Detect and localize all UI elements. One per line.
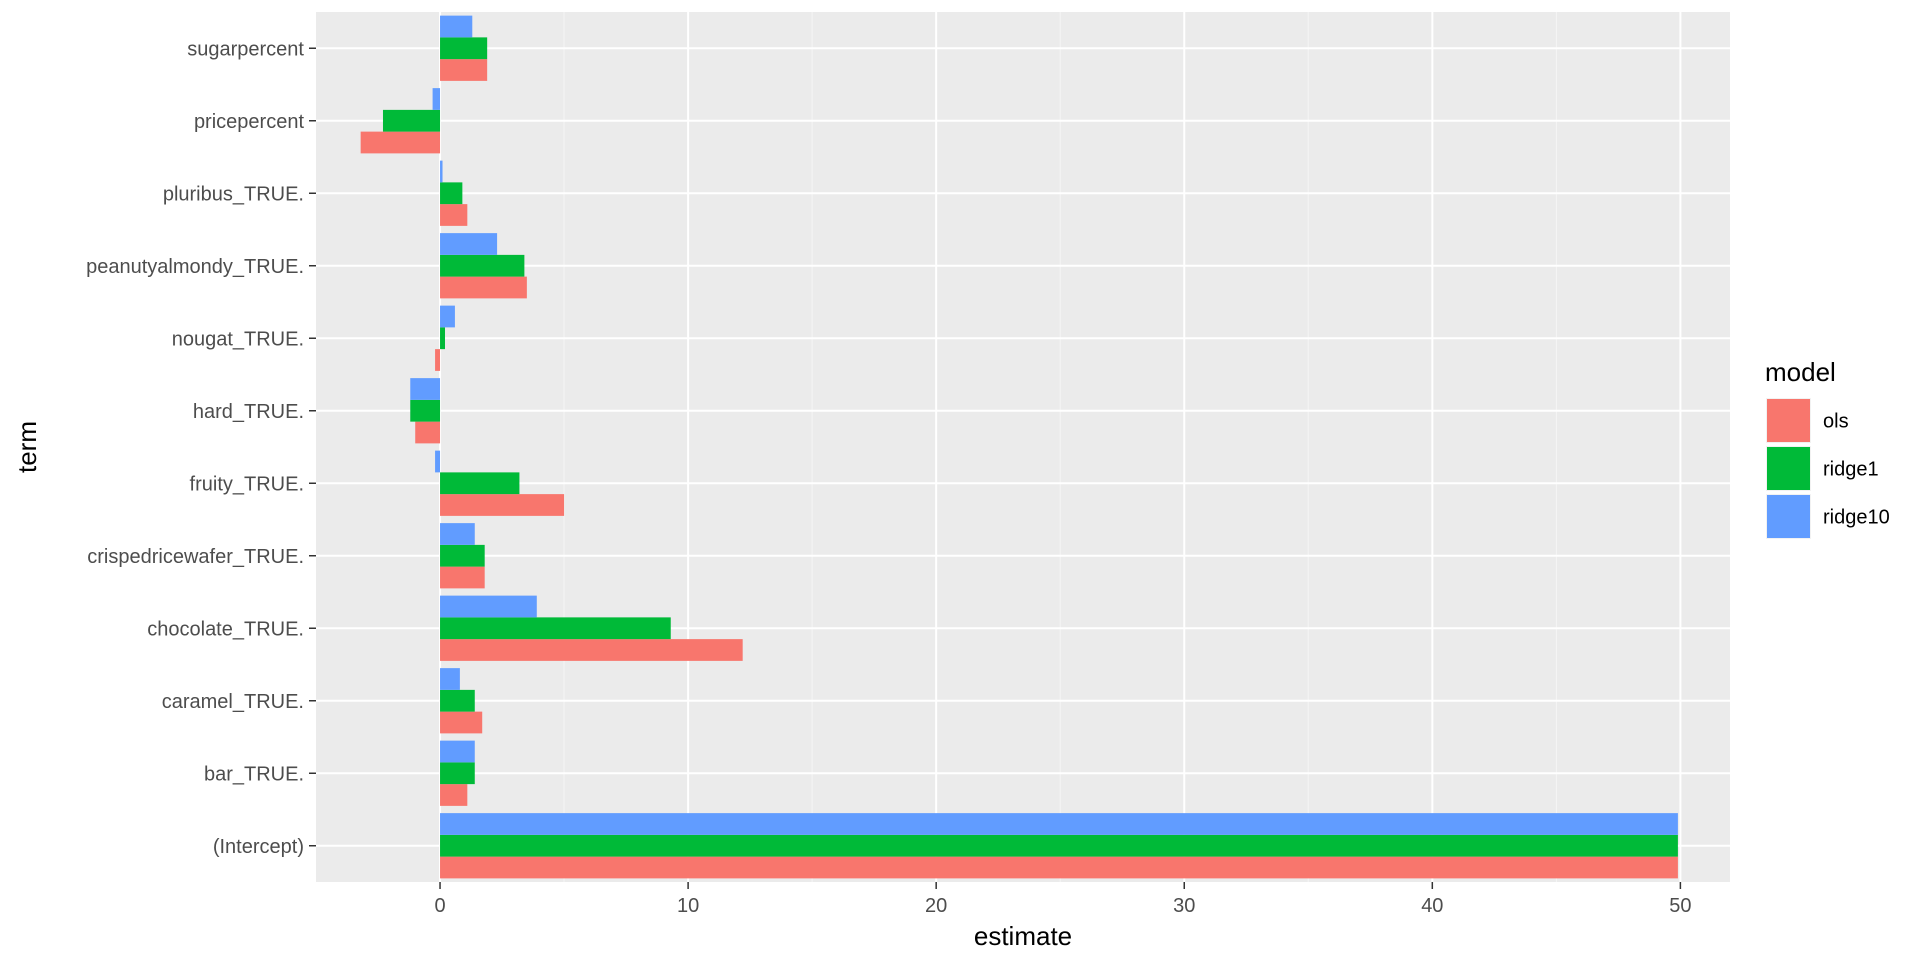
bar-ridge10	[440, 813, 1678, 835]
bar-ols	[440, 494, 565, 516]
y-tick-label: crispedricewafer_TRUE.	[87, 546, 304, 568]
y-tick-label: pricepercent	[194, 111, 305, 133]
y-tick-label: nougat_TRUE.	[172, 328, 304, 350]
bar-ridge10	[432, 88, 441, 110]
legend: model ols ridge1 ridge10	[1765, 357, 1890, 539]
bar-ridge10	[440, 523, 475, 545]
bar-ols	[440, 784, 468, 806]
bar-ridge1	[382, 109, 441, 132]
bar-ols	[440, 711, 483, 734]
x-tick-label: 50	[1669, 895, 1691, 917]
bar-ols	[440, 204, 468, 226]
y-tick-label: bar_TRUE.	[204, 763, 304, 785]
bars	[360, 15, 1678, 879]
bar-ols	[435, 349, 441, 371]
y-tick-label: hard_TRUE.	[193, 401, 304, 423]
bar-ridge10	[440, 668, 460, 690]
legend-label-ridge1: ridge1	[1823, 459, 1879, 481]
y-tick-label: fruity_TRUE.	[190, 473, 304, 495]
y-tick-label: caramel_TRUE.	[162, 691, 304, 713]
bar-ols	[440, 566, 485, 589]
bar-ols	[415, 421, 441, 444]
legend-label-ols: ols	[1823, 411, 1849, 433]
bar-ridge10	[435, 450, 441, 473]
x-tick-label: 0	[434, 895, 445, 917]
y-tick-label: chocolate_TRUE.	[147, 618, 304, 640]
x-tick-label: 30	[1173, 895, 1195, 917]
bar-ridge1	[440, 617, 671, 640]
bar-ridge10	[440, 15, 473, 38]
x-tick-label: 10	[677, 895, 699, 917]
x-axis: 0 10 20 30 40 50	[434, 882, 1692, 917]
bar-ridge1	[440, 762, 475, 785]
legend-key-ridge10	[1767, 495, 1810, 538]
y-tick-label: pluribus_TRUE.	[163, 183, 304, 205]
y-tick-label: sugarpercent	[187, 38, 304, 60]
bar-ridge1	[440, 834, 1678, 857]
y-axis: (Intercept) bar_TRUE. caramel_TRUE. chocola…	[86, 38, 316, 858]
bar-ridge1	[440, 182, 463, 205]
bar-ridge1	[440, 254, 525, 277]
bar-ridge1	[440, 327, 445, 350]
legend-key-ols	[1767, 399, 1810, 442]
bar-ridge1	[440, 544, 485, 567]
bar-ridge1	[410, 399, 441, 422]
y-tick-label: (Intercept)	[213, 836, 304, 858]
bar-ols	[440, 639, 743, 661]
bar-ridge10	[440, 595, 537, 618]
x-axis-title: estimate	[974, 921, 1072, 951]
legend-title: model	[1765, 357, 1836, 387]
bar-ridge1	[440, 472, 520, 495]
y-axis-title: term	[12, 421, 42, 473]
bar-ridge10	[440, 233, 498, 255]
x-tick-label: 20	[925, 895, 947, 917]
bar-ols	[440, 59, 488, 81]
bar-ridge10	[410, 378, 441, 400]
bar-ridge1	[440, 689, 475, 712]
bar-ols	[360, 131, 441, 154]
bar-ridge10	[440, 160, 443, 183]
legend-key-ridge1	[1767, 447, 1810, 490]
x-tick-label: 40	[1421, 895, 1443, 917]
bar-ols	[440, 276, 527, 299]
plot-panel	[316, 12, 1730, 882]
bar-ridge10	[440, 740, 475, 763]
legend-label-ridge10: ridge10	[1823, 507, 1890, 529]
bar-ridge10	[440, 305, 455, 328]
bar-ridge1	[440, 37, 488, 60]
bar-ols	[440, 856, 1678, 879]
y-tick-label: peanutyalmondy_TRUE.	[86, 256, 304, 278]
